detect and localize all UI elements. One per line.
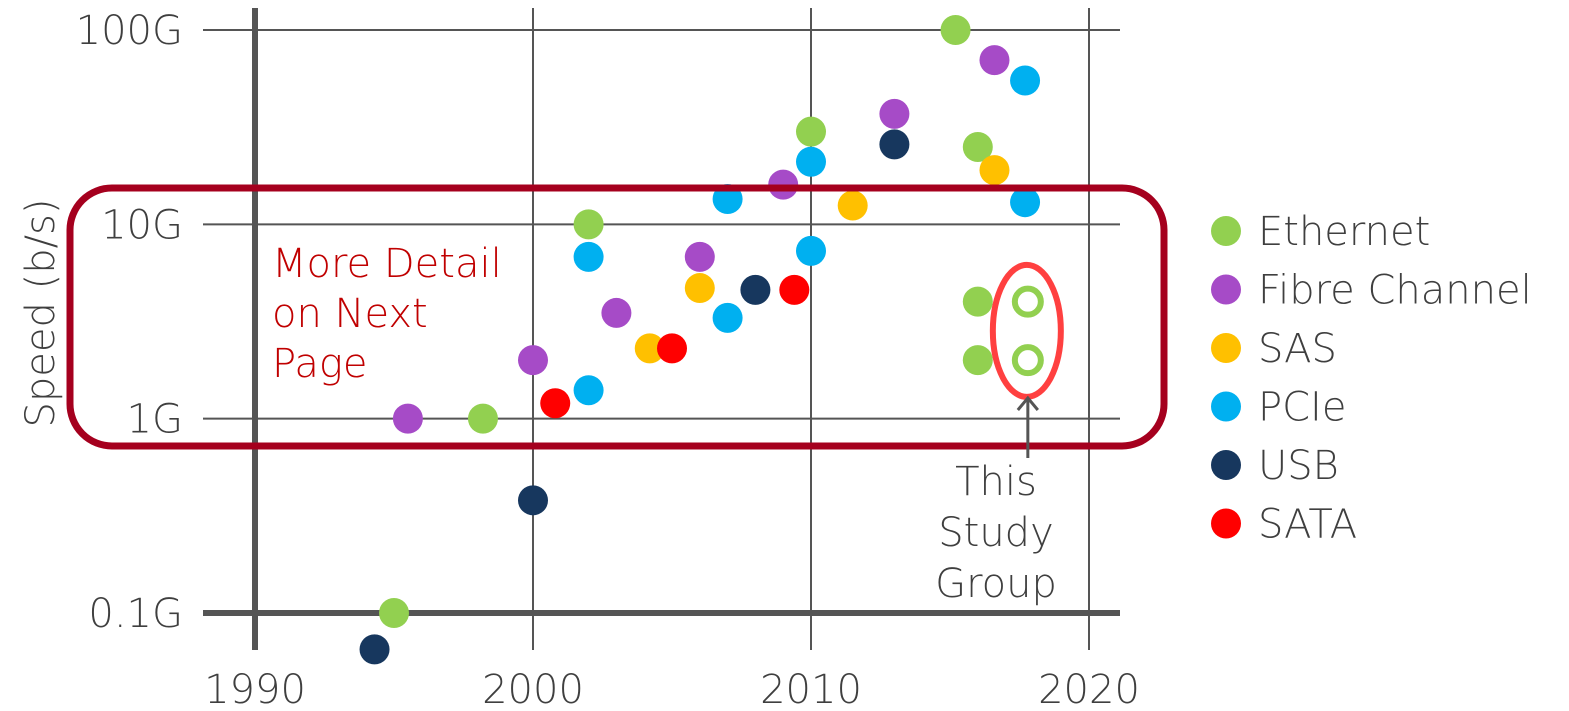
legend-label: SATA <box>1258 502 1357 548</box>
data-point-pcie <box>573 241 604 272</box>
data-point-sata <box>657 333 687 364</box>
data-point-fibre-channel <box>684 241 715 272</box>
detail-note-line: on Next <box>272 291 428 337</box>
data-point-ethernet <box>379 598 409 628</box>
y-axis-label: Speed (b/s) <box>18 198 64 427</box>
data-point-ethernet <box>467 403 498 434</box>
data-point-pcie <box>1010 187 1041 218</box>
data-point-ethernet <box>962 286 993 317</box>
data-point-usb <box>740 274 771 305</box>
study-note-line: Group <box>935 561 1057 607</box>
detail-note-line: Page <box>272 341 367 387</box>
legend-label: Ethernet <box>1258 209 1430 255</box>
study-arrow-head <box>1016 395 1039 411</box>
data-point-pcie <box>1010 65 1041 96</box>
detail-note-line: More Detail <box>272 241 502 287</box>
axis-layer <box>203 8 1120 650</box>
data-point-sata <box>540 388 571 419</box>
y-tick-label: 100G <box>76 8 183 54</box>
legend-label: Fibre Channel <box>1258 268 1532 314</box>
data-point-pcie <box>796 235 826 266</box>
legend-marker <box>1211 333 1241 363</box>
data-point-pcie <box>712 184 743 215</box>
x-tick-label: 2000 <box>482 667 584 711</box>
x-tick-label: 1990 <box>204 667 306 711</box>
legend-marker <box>1211 450 1241 480</box>
data-point-pcie <box>712 302 743 333</box>
legend-label: PCIe <box>1258 385 1346 431</box>
data-point-usb <box>518 485 548 516</box>
y-tick-label: 10G <box>101 202 183 248</box>
legend: Ethernet Fibre Channel SAS PCIe USB SATA <box>1211 209 1532 548</box>
legend-marker <box>1211 274 1241 305</box>
data-point-pcie <box>573 375 604 406</box>
data-point-ethernet <box>940 15 971 45</box>
point-layer <box>359 15 1044 665</box>
detail-box <box>66 184 1168 450</box>
data-point-sas <box>837 190 868 221</box>
data-point-pcie <box>796 146 826 177</box>
data-point-ethernet <box>796 116 826 147</box>
legend-label: SAS <box>1258 326 1337 372</box>
data-point-ethernet <box>962 345 993 376</box>
data-point-fibre-channel <box>392 403 423 434</box>
data-point-sas <box>979 155 1010 186</box>
x-tick-label: 2020 <box>1038 667 1140 711</box>
legend-marker <box>1211 508 1241 539</box>
study-point <box>1011 344 1044 377</box>
legend-marker <box>1211 391 1241 422</box>
data-point-usb <box>359 634 390 665</box>
y-tick-label: 0.1G <box>88 591 183 637</box>
y-tick-label: 1G <box>127 397 183 443</box>
tick-layer: 0.1G 1G 10G 100G 1990 2000 2010 2020 <box>76 8 1140 711</box>
data-point-fibre-channel <box>879 98 910 129</box>
data-point-ethernet <box>573 209 604 240</box>
study-point <box>1011 285 1044 318</box>
data-point-usb <box>879 129 910 160</box>
data-point-fibre-channel <box>979 45 1010 76</box>
grid-layer <box>203 8 1120 650</box>
legend-label: USB <box>1258 443 1339 489</box>
study-ellipse <box>989 261 1064 400</box>
data-point-fibre-channel <box>518 345 548 376</box>
data-point-ethernet <box>962 132 993 163</box>
legend-marker <box>1211 216 1241 246</box>
data-point-fibre-channel <box>601 297 632 328</box>
data-point-sas <box>684 273 715 304</box>
study-note-line: This <box>955 459 1037 505</box>
study-note-line: Study <box>938 510 1054 556</box>
data-point-sas <box>634 333 665 364</box>
x-tick-label: 2010 <box>760 667 862 711</box>
data-point-sata <box>779 274 810 305</box>
